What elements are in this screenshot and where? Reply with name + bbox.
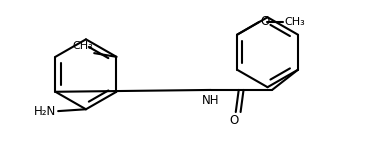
Text: O: O — [229, 114, 238, 127]
Text: H₂N: H₂N — [34, 105, 56, 118]
Text: CH₃: CH₃ — [72, 41, 93, 51]
Text: O: O — [261, 15, 270, 28]
Text: CH₃: CH₃ — [285, 17, 306, 27]
Text: NH: NH — [202, 94, 220, 107]
